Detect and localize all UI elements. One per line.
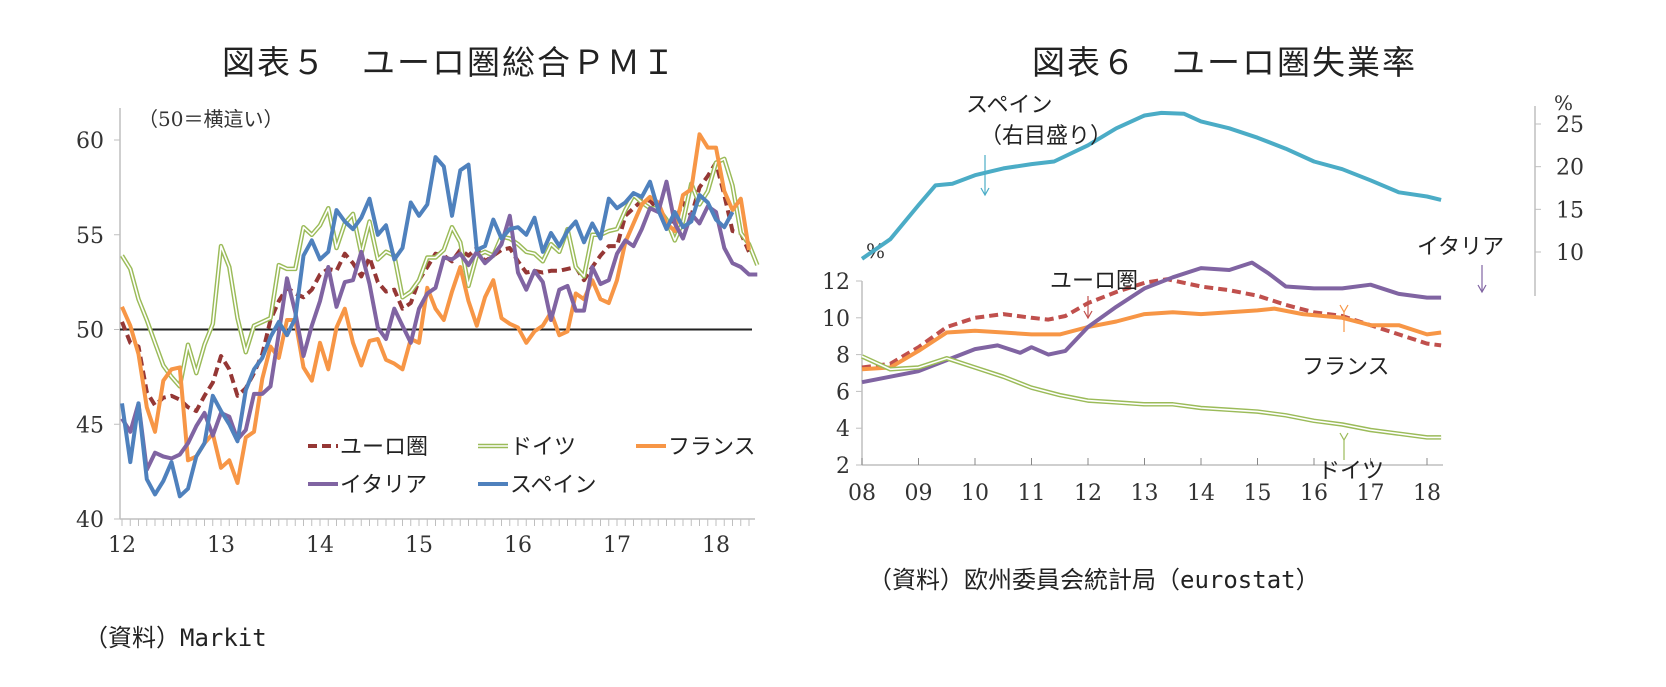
pmi-series-line	[120, 155, 735, 499]
unemp-x-tick-label: 14	[1187, 481, 1215, 506]
pmi-series-line	[120, 160, 751, 413]
pmi-chart: 40 45 50 55 60 12 13 14 15 16 17 18 （50＝横這い） ユーロ圏 ド…	[76, 107, 760, 558]
pmi-series-line	[120, 179, 758, 472]
unemp-right-tick-label: 15	[1556, 198, 1584, 223]
pmi-x-tick-label: 15	[405, 533, 433, 558]
pmi-x-tick-label: 13	[207, 533, 235, 558]
arrow-head-icon	[980, 187, 990, 197]
unemp-series-line	[861, 277, 1442, 370]
unemp-y-tick-label: 10	[822, 307, 850, 332]
pmi-y-tick-label: 55	[76, 224, 104, 249]
pmi-y-tick-label: 50	[76, 319, 104, 344]
chart1-title: 図表５ ユーロ圏総合ＰＭＩ	[222, 43, 677, 82]
unemp-annotation: ユーロ圏	[1050, 269, 1138, 294]
unemp-annotation: イタリア	[1417, 235, 1504, 260]
unemp-x-tick-label: 13	[1131, 481, 1159, 506]
unemp-x-tick-label: 17	[1357, 481, 1385, 506]
unemp-y-tick-label: 6	[836, 380, 850, 405]
unemp-x-tick-label: 10	[961, 481, 989, 506]
unemp-annotation: スペイン	[966, 93, 1052, 118]
unemp-x-tick-label: 11	[1018, 481, 1046, 506]
unemp-x-tick-label: 08	[848, 481, 876, 506]
pmi-annotation: （50＝横這い）	[138, 107, 283, 131]
unemp-y-tick-label: 4	[836, 417, 850, 442]
arrow-head-icon	[1339, 432, 1349, 442]
unemp-y-tick-label: 12	[822, 270, 850, 295]
pmi-source: （資料）Markit	[84, 624, 267, 652]
unemp-x-tick-label: 18	[1413, 481, 1441, 506]
unemp-y-tick-label: 8	[836, 344, 850, 369]
pmi-legend-label: ドイツ	[510, 435, 576, 460]
unemp-series-line	[860, 110, 1442, 261]
pmi-legend-label: スペイン	[510, 473, 596, 498]
pmi-legend-label: フランス	[668, 435, 756, 460]
unemp-right-tick-label: 25	[1556, 113, 1584, 138]
pmi-x-tick-label: 17	[603, 533, 631, 558]
arrow-head-icon	[1339, 304, 1349, 314]
chart2-title: 図表６ ユーロ圏失業率	[1032, 43, 1417, 82]
pmi-y-tick-label: 45	[76, 413, 104, 438]
unemp-y-tick-label: 2	[836, 454, 850, 479]
unemp-annotation: ドイツ	[1318, 459, 1384, 484]
unemp-x-tick-label: 15	[1244, 481, 1272, 506]
unemp-right-tick-label: 10	[1556, 241, 1584, 266]
unemp-right-unit: %	[1554, 91, 1573, 115]
unemp-annotation: フランス	[1302, 355, 1390, 380]
pmi-y-tick-label: 40	[76, 508, 104, 533]
pmi-x-tick-label: 12	[108, 533, 136, 558]
unemp-series-line-inner	[861, 355, 1442, 439]
unemp-x-tick-label: 12	[1074, 481, 1102, 506]
pmi-x-tick-label: 14	[306, 533, 334, 558]
pmi-x-tick-label: 16	[504, 533, 532, 558]
unemp-source: （資料）欧州委員会統計局（eurostat）	[868, 566, 1320, 594]
pmi-series-line	[120, 132, 751, 485]
unemp-x-tick-label: 09	[905, 481, 933, 506]
pmi-x-tick-label: 18	[702, 533, 730, 558]
arrow-head-icon	[1083, 310, 1093, 320]
unemp-series-line	[861, 306, 1442, 372]
pmi-legend-label: ユーロ圏	[340, 435, 428, 460]
unemp-x-tick-label: 16	[1300, 481, 1328, 506]
arrow-head-icon	[1477, 284, 1487, 294]
pmi-legend-label: イタリア	[340, 473, 427, 498]
pmi-y-tick-label: 60	[76, 129, 104, 154]
unemp-annotation: （右目盛り）	[980, 124, 1112, 149]
unemp-series-line	[861, 260, 1442, 385]
unemp-right-tick-label: 20	[1556, 156, 1584, 181]
